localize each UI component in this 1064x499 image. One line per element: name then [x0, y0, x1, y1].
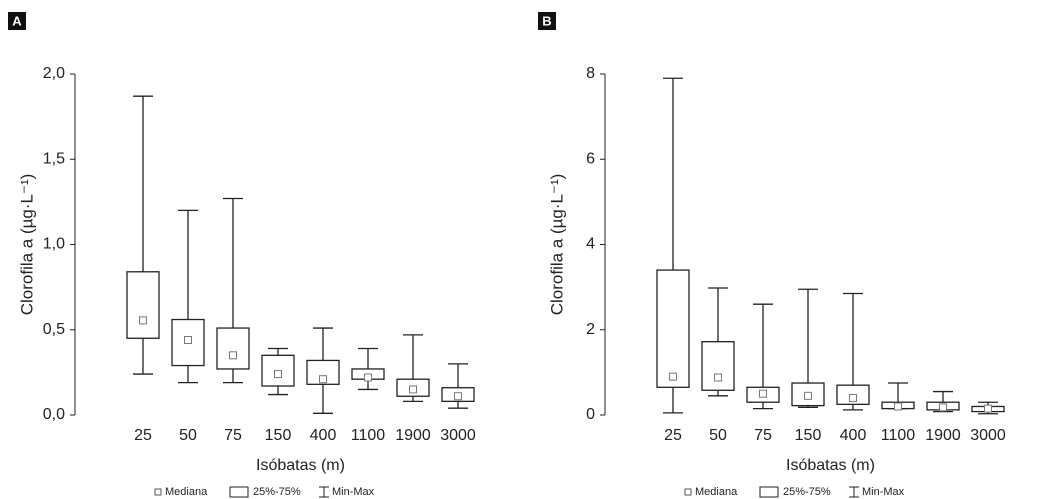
x-axis-label: Isóbatas (m)	[256, 457, 345, 474]
x-tick-label: 400	[310, 427, 337, 444]
median-marker	[274, 370, 282, 379]
y-tick-label: 1,5	[43, 150, 65, 167]
x-tick-label: 3000	[970, 427, 1006, 444]
panel-label: A	[12, 13, 22, 28]
x-tick-label: 1100	[881, 427, 916, 444]
y-tick-label: 4	[586, 236, 595, 253]
median-marker	[714, 373, 722, 382]
legend-label: Mediana	[165, 486, 208, 498]
box	[126, 271, 160, 339]
y-tick-label: 6	[586, 150, 595, 167]
box	[701, 341, 735, 391]
x-tick-label: 1900	[925, 427, 961, 444]
box	[306, 359, 340, 385]
box	[216, 327, 250, 370]
y-tick-label: 2	[586, 321, 595, 338]
y-tick-label: 0,5	[43, 321, 65, 338]
x-tick-label: 1100	[351, 427, 386, 444]
x-tick-label: 1900	[395, 427, 431, 444]
legend-median-icon	[154, 488, 162, 496]
median-marker	[229, 351, 237, 360]
x-tick-label: 150	[265, 427, 292, 444]
legend-box-icon	[229, 486, 249, 498]
y-axis-label: Clorofila a (µg·L⁻¹)	[17, 174, 36, 316]
y-tick-label: 0	[586, 406, 595, 423]
x-tick-label: 3000	[440, 427, 476, 444]
legend-whisker-icon	[319, 486, 329, 498]
y-tick-label: 1,0	[43, 236, 65, 253]
x-tick-label: 75	[754, 427, 772, 444]
x-tick-label: 50	[179, 427, 197, 444]
median-marker	[894, 402, 902, 411]
median-marker	[364, 373, 372, 382]
y-tick-label: 8	[586, 65, 595, 82]
panel-label: B	[542, 13, 551, 28]
x-tick-label: 25	[134, 427, 152, 444]
median-marker	[319, 375, 327, 384]
legend-box-icon	[759, 486, 779, 498]
median-marker	[984, 404, 992, 413]
legend-label: 25%-75%	[783, 486, 831, 498]
y-axis-label: Clorofila a (µg·L⁻¹)	[547, 174, 566, 316]
legend-label: Mediana	[695, 486, 738, 498]
x-tick-label: 50	[709, 427, 727, 444]
median-marker	[849, 393, 857, 402]
median-marker	[669, 372, 677, 381]
legend-label: Min-Max	[332, 486, 375, 498]
panel-badge	[8, 12, 26, 30]
median-marker	[804, 391, 812, 400]
median-marker	[939, 403, 947, 412]
median-marker	[139, 316, 147, 325]
y-tick-label: 2,0	[43, 65, 65, 82]
x-tick-label: 75	[224, 427, 242, 444]
x-tick-label: 150	[795, 427, 822, 444]
median-marker	[454, 392, 462, 401]
x-tick-label: 400	[840, 427, 867, 444]
legend-label: 25%-75%	[253, 486, 301, 498]
x-tick-label: 25	[664, 427, 682, 444]
box	[656, 269, 690, 388]
median-marker	[759, 389, 767, 398]
legend-whisker-icon	[849, 486, 859, 498]
x-axis-label: Isóbatas (m)	[786, 457, 875, 474]
y-tick-label: 0,0	[43, 406, 65, 423]
median-marker	[409, 385, 417, 394]
panel-badge	[538, 12, 556, 30]
legend-median-icon	[684, 488, 692, 496]
legend-label: Min-Max	[862, 486, 905, 498]
median-marker	[184, 335, 192, 344]
